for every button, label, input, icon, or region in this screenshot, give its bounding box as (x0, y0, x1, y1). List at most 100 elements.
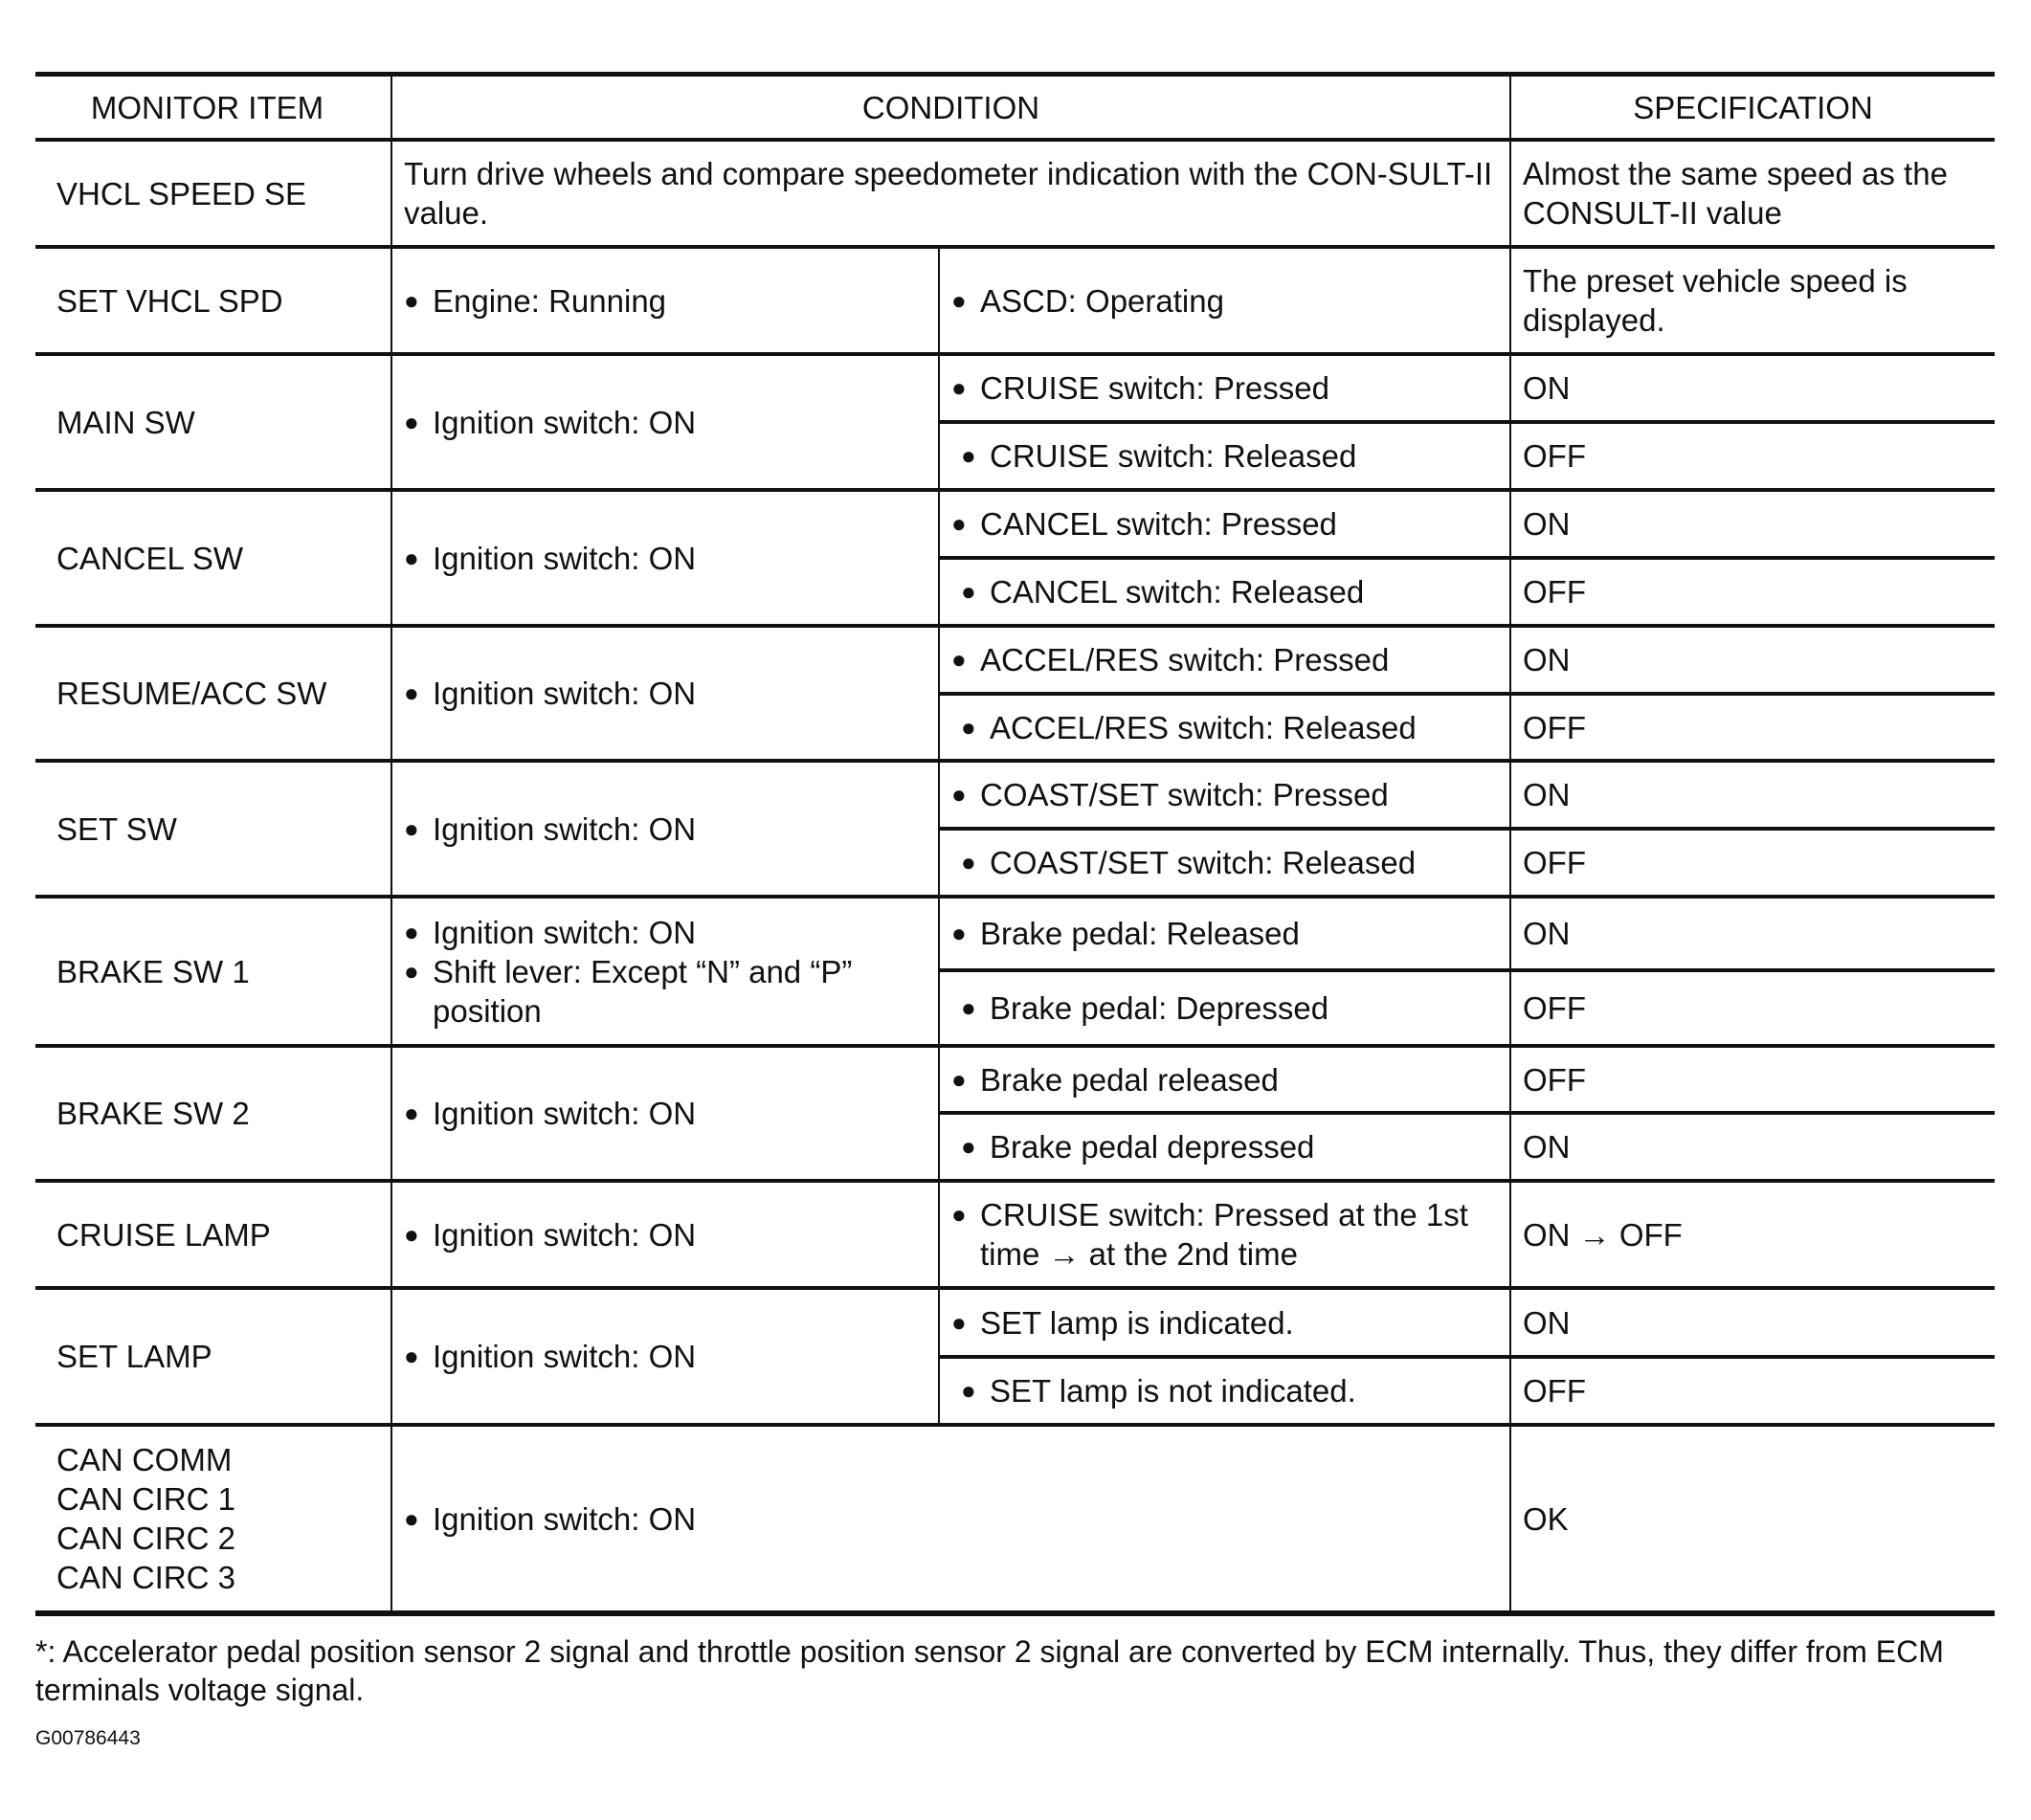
bullet-text: Brake pedal: Released (980, 916, 1300, 951)
specification-cell: OFF (1509, 1044, 1996, 1115)
monitor-item-name: BRAKE SW 2 (56, 1096, 250, 1131)
monitor-item-name: MAIN SW (56, 404, 195, 440)
monitor-item-name: CAN CIRC 1 (56, 1481, 236, 1517)
sub-condition-cell: ● SET lamp is indicated. (937, 1286, 1512, 1359)
specification-cell: The preset vehicle speed is displayed. (1509, 245, 1996, 356)
bullet-icon: ● (404, 407, 419, 436)
bullet-text: CANCEL switch: Pressed (980, 506, 1337, 542)
table-row: ● SET lamp is not indicated. OFF (35, 1355, 1996, 1427)
bullet-text: CRUISE switch: Pressed at the 1st time →… (980, 1197, 1468, 1272)
bullet-item: ● Ignition switch: ON (404, 810, 926, 849)
bullet-text: Brake pedal released (980, 1061, 1279, 1098)
specification-cell: OFF (1509, 556, 1996, 628)
bullet-text: Ignition switch: ON (433, 676, 697, 711)
bullet-text: ASCD: Operating (980, 282, 1224, 319)
bullet-item: ● CANCEL switch: Released (961, 572, 1498, 611)
bullet-icon: ● (951, 919, 967, 947)
condition-cell: ● Ignition switch: ON (391, 488, 940, 628)
monitor-item-cell: VHCL SPEED SE (35, 138, 392, 249)
table-row: CRUISE LAMP ● Ignition switch: ON ● CRUISE s… (35, 1179, 1996, 1290)
monitor-item-name: CANCEL SW (56, 540, 243, 576)
condition-cell: ● Ignition switch: ON (390, 1423, 1512, 1616)
table-row: ● Brake pedal: Depressed OFF (35, 968, 1996, 1048)
bullet-icon: ● (404, 956, 419, 986)
sub-condition-cell: ● COAST/SET switch: Released (939, 827, 1512, 899)
bullet-icon: ● (404, 1219, 419, 1249)
specification-cell: OFF (1509, 692, 1996, 763)
bullet-icon: ● (951, 373, 967, 402)
monitor-item-name: SET VHCL SPD (56, 282, 283, 319)
table-row: ● COAST/SET switch: Released OFF (35, 827, 1996, 899)
table-row: VHCL SPEED SE Turn drive wheels and compa… (35, 138, 1996, 249)
bullet-item: ● Ignition switch: ON (404, 1215, 926, 1254)
bullet-item: ● COAST/SET switch: Released (961, 843, 1498, 882)
header-condition: CONDITION (390, 72, 1512, 142)
specification-cell: OFF (1509, 1355, 1996, 1427)
bullet-item: ● Brake pedal: Depressed (961, 988, 1498, 1028)
bullet-item: ● Ignition switch: ON (404, 1094, 926, 1133)
table-row: RESUME/ACC SW ● Ignition switch: ON ● ACCEL/… (35, 624, 1996, 763)
table-row: CANCEL SW ● Ignition switch: ON ● CANCEL swi… (35, 488, 1996, 628)
sub-condition-cell: ● CANCEL switch: Pressed (937, 488, 1512, 560)
bullet-text: CRUISE switch: Pressed (980, 370, 1329, 406)
monitor-item-name: CAN CIRC 2 (56, 1520, 236, 1556)
table-row: ● CRUISE switch: Released OFF (35, 420, 1996, 492)
table-row: ● Brake pedal depressed ON (35, 1111, 1996, 1183)
bullet-text: Ignition switch: ON (433, 540, 697, 576)
condition-cell: ● Ignition switch: ON ● Shift lever: Except… (391, 895, 940, 1048)
table-row: ● ACCEL/RES switch: Released OFF (35, 692, 1996, 763)
sub-condition-cell: ● CRUISE switch: Released (939, 420, 1512, 492)
monitor-item-cell: MAIN SW (35, 352, 392, 492)
bullet-text: SET lamp is not indicated. (990, 1373, 1356, 1409)
bullet-item: ● Brake pedal released (951, 1060, 1498, 1099)
bullet-icon: ● (961, 1132, 976, 1161)
bullet-text: ACCEL/RES switch: Pressed (980, 642, 1390, 677)
bullet-icon: ● (951, 1064, 967, 1094)
bullet-icon: ● (961, 848, 976, 877)
bullet-icon: ● (961, 441, 976, 470)
specification-cell: ON (1509, 1286, 1996, 1359)
bullet-icon: ● (961, 712, 976, 742)
table-row: BRAKE SW 2 ● Ignition switch: ON ● Brake ped… (35, 1044, 1996, 1183)
condition-cell: ● Ignition switch: ON (391, 352, 940, 492)
monitor-item-table: MONITOR ITEM CONDITION SPECIFICATION VHC… (35, 72, 1996, 1616)
monitor-item-name: CRUISE LAMP (56, 1216, 271, 1253)
bullet-text: Brake pedal: Depressed (990, 990, 1329, 1026)
monitor-item-name: CAN CIRC 3 (56, 1560, 236, 1595)
bullet-text: Ignition switch: ON (433, 1339, 697, 1374)
monitor-item-name: BRAKE SW 1 (56, 953, 250, 989)
bullet-text: CANCEL switch: Released (990, 574, 1365, 610)
bullet-icon: ● (404, 917, 419, 946)
specification-cell: ON (1509, 759, 1996, 831)
table-header-row: MONITOR ITEM CONDITION SPECIFICATION (35, 72, 1996, 142)
monitor-item-cell: BRAKE SW 2 (35, 1044, 392, 1183)
bullet-item: ● CRUISE switch: Released (961, 436, 1498, 476)
bullet-item: ● ACCEL/RES switch: Pressed (951, 640, 1498, 679)
sub-condition-cell: ● COAST/SET switch: Pressed (937, 759, 1512, 831)
bullet-icon: ● (961, 577, 976, 606)
bullet-text: COAST/SET switch: Released (990, 845, 1417, 880)
bullet-item: ● CRUISE switch: Pressed (951, 368, 1498, 408)
table-row: SET LAMP ● Ignition switch: ON ● SET lamp is… (35, 1286, 1996, 1427)
bullet-text: Shift lever: Except “N” and “P” position (433, 953, 853, 1029)
sub-condition-cell: ● CRUISE switch: Pressed (937, 352, 1512, 424)
table-row: ● CANCEL switch: Released OFF (35, 556, 1996, 628)
bullet-text: Ignition switch: ON (433, 810, 697, 847)
header-monitor-item: MONITOR ITEM (35, 72, 392, 142)
bullet-icon: ● (404, 1503, 419, 1533)
condition-cell: ● Engine: Running (391, 245, 940, 356)
bullet-icon: ● (951, 509, 967, 538)
sub-condition-cell: ● Brake pedal depressed (939, 1111, 1512, 1183)
specification-cell: Almost the same speed as the CONSULT-II … (1509, 138, 1996, 249)
sub-condition-cell: ● Brake pedal released (937, 1044, 1512, 1115)
bullet-icon: ● (951, 285, 967, 315)
monitor-item-name: SET LAMP (56, 1339, 212, 1374)
bullet-item: ● Ignition switch: ON (404, 913, 926, 952)
bullet-text: CRUISE switch: Released (990, 438, 1357, 474)
condition-cell: ● Ignition switch: ON (391, 624, 940, 763)
bullet-item: ● Ignition switch: ON (404, 539, 926, 578)
bullet-item: ● Engine: Running (404, 281, 926, 321)
bullet-text: Ignition switch: ON (433, 1500, 697, 1537)
bullet-icon: ● (404, 1099, 419, 1127)
table-row: MAIN SW ● Ignition switch: ON ● CRUISE switc… (35, 352, 1996, 492)
